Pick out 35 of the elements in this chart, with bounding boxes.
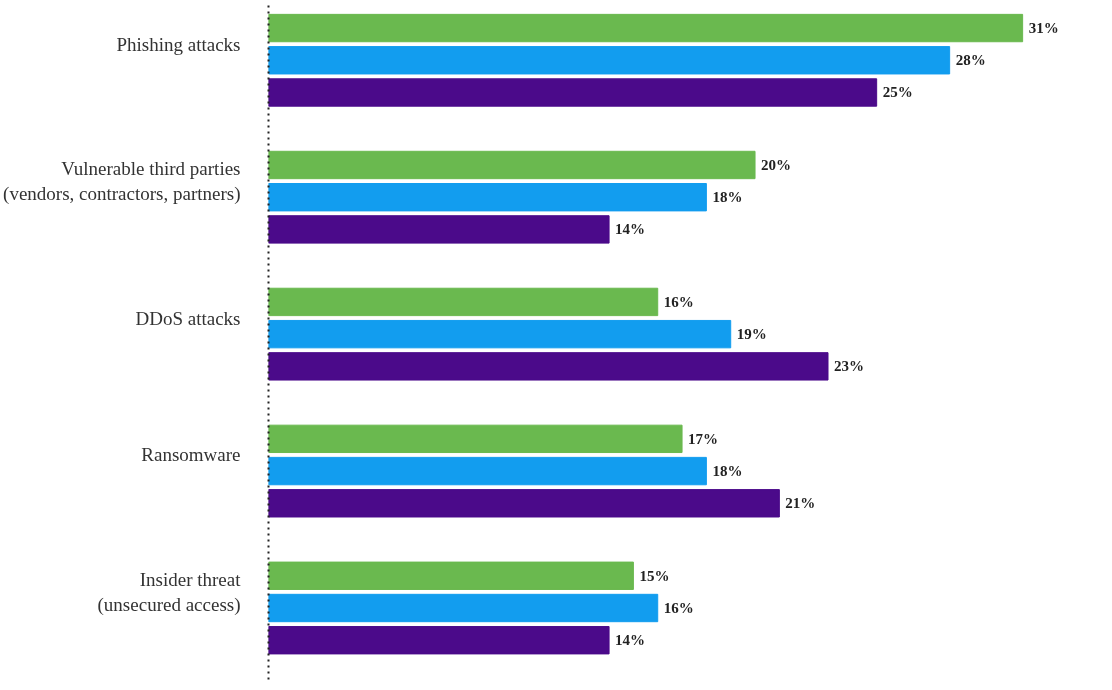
bar [268, 561, 634, 590]
data-label: 15% [639, 567, 670, 584]
y-tick-label: Phishing attacks [116, 33, 241, 55]
data-label: 16% [663, 600, 694, 617]
data-label: 18% [712, 463, 743, 480]
data-label: 21% [785, 495, 816, 512]
bar [268, 456, 707, 486]
data-label: 16% [663, 293, 694, 310]
data-label: 17% [688, 430, 719, 447]
bar [268, 287, 659, 317]
bar [268, 626, 610, 655]
data-label: 14% [615, 632, 646, 649]
bar [268, 46, 951, 75]
bar [268, 319, 732, 349]
bar [268, 489, 780, 518]
data-label: 18% [712, 189, 743, 206]
bar [268, 215, 610, 244]
data-label: 23% [834, 358, 865, 375]
bar [268, 424, 683, 454]
data-label: 28% [955, 52, 986, 69]
y-tick-label: Insider threat (unsecured access) [97, 568, 242, 616]
data-label: 25% [882, 84, 913, 101]
bar [268, 183, 707, 212]
bar [268, 352, 829, 381]
data-label: 19% [736, 326, 767, 343]
bar [268, 13, 1024, 43]
bar [268, 593, 659, 623]
data-label: 31% [1028, 20, 1059, 37]
data-label: 20% [761, 156, 792, 173]
bar [268, 78, 878, 107]
bar [268, 150, 756, 180]
y-tick-label: Ransomware [141, 444, 241, 466]
y-tick-label: DDoS attacks [135, 307, 241, 329]
data-label: 14% [615, 221, 646, 238]
y-tick-label: Vulnerable third parties (vendors, contractors, partners) [3, 158, 241, 206]
